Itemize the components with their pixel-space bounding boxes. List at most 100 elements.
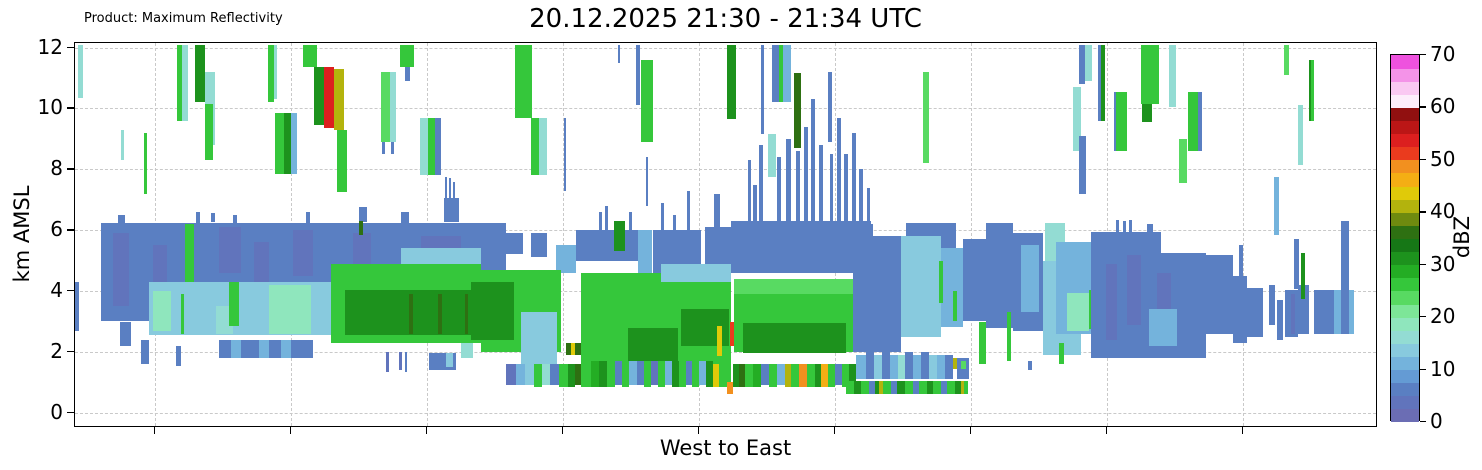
- radar-echo-cell: [337, 129, 347, 193]
- radar-echo-cell: [882, 351, 890, 380]
- radar-echo-cell: [753, 364, 761, 387]
- radar-echo-cell: [428, 117, 435, 176]
- radar-echo-cell: [679, 361, 686, 387]
- radar-echo-cell: [953, 291, 957, 322]
- radar-echo-cell: [727, 44, 736, 120]
- radar-echo-cell: [1141, 44, 1159, 104]
- radar-echo-cell: [794, 73, 801, 148]
- colorbar-tick-mark: [1420, 211, 1426, 213]
- radar-echo-cell: [75, 281, 79, 331]
- radar-echo-cell: [1085, 44, 1092, 81]
- radar-echo-cell: [453, 181, 455, 199]
- y-gridline: [75, 108, 1376, 110]
- radar-echo-cell: [219, 227, 241, 273]
- colorbar-tick-label: 10: [1430, 356, 1456, 381]
- radar-echo-cell: [937, 355, 945, 380]
- radar-echo-cell: [753, 184, 757, 221]
- y-tick-label: 8: [50, 156, 63, 181]
- radar-echo-cell: [1079, 44, 1085, 85]
- radar-echo-cell: [401, 211, 409, 223]
- radar-echo-cell: [120, 321, 131, 346]
- radar-echo-cell: [739, 364, 745, 387]
- radar-echo-cell: [435, 117, 441, 176]
- radar-echo-cell: [113, 233, 129, 307]
- radar-echo-cell: [941, 380, 947, 395]
- radar-echo-cell: [444, 198, 459, 223]
- radar-echo-cell: [78, 44, 83, 98]
- radar-echo-cell: [846, 380, 854, 395]
- colorbar-tick-label: 0: [1430, 409, 1443, 433]
- radar-echo-cell: [772, 44, 779, 103]
- radar-echo-cell: [837, 117, 841, 222]
- y-tick-mark: [67, 107, 74, 109]
- radar-echo-cell: [875, 380, 879, 395]
- radar-echo-cell: [1294, 239, 1299, 290]
- y-tick-mark: [67, 350, 74, 353]
- radar-echo-cell: [897, 380, 905, 395]
- radar-echo-cell: [275, 113, 284, 174]
- radar-echo-cell: [400, 44, 414, 68]
- radar-echo-cell: [506, 233, 523, 255]
- x-gridline: [971, 43, 972, 426]
- radar-echo-cell: [830, 154, 833, 222]
- radar-echo-cell: [575, 364, 581, 386]
- radar-echo-cell: [941, 248, 963, 328]
- radar-echo-cell: [576, 230, 641, 261]
- colorbar-segment: [1391, 395, 1419, 410]
- colorbar-segment: [1391, 172, 1419, 187]
- y-tick-mark: [67, 229, 74, 231]
- colorbar-segment: [1391, 199, 1419, 213]
- radar-echo-cell: [785, 364, 791, 387]
- radar-echo-cell: [405, 67, 410, 81]
- x-tick-mark: [698, 427, 700, 434]
- radar-echo-cell: [1198, 91, 1202, 151]
- radar-echo-cell: [1142, 103, 1152, 123]
- radar-echo-cell: [515, 44, 532, 118]
- radar-echo-cell: [921, 351, 929, 380]
- colorbar-tick-mark: [1420, 316, 1426, 318]
- colorbar-segment: [1391, 343, 1419, 357]
- radar-echo-cell: [1233, 275, 1247, 343]
- radar-echo-cell: [506, 364, 516, 386]
- radar-echo-cell: [628, 327, 678, 362]
- radar-echo-cell: [399, 351, 402, 371]
- x-tick-mark: [154, 427, 156, 434]
- radar-echo-cell: [796, 151, 800, 221]
- radar-echo-cell: [964, 380, 968, 395]
- radar-echo-cell: [568, 364, 575, 387]
- colorbar-tick-label: 70: [1430, 42, 1456, 66]
- radar-echo-cell: [599, 361, 607, 387]
- radar-echo-cell: [861, 380, 869, 395]
- radar-echo-cell: [963, 239, 986, 322]
- radar-echo-cell: [717, 326, 722, 357]
- radar-echo-cell: [303, 44, 317, 68]
- radar-echo-cell: [748, 160, 751, 222]
- colorbar-tick-label: 50: [1430, 146, 1456, 171]
- radar-echo-cell: [919, 380, 927, 395]
- radar-echo-cell: [819, 145, 823, 231]
- radar-echo-cell: [1067, 292, 1089, 331]
- radar-echo-cell: [614, 221, 625, 252]
- colorbar-segment: [1391, 408, 1419, 423]
- radar-echo-cell: [591, 361, 599, 387]
- radar-echo-cell: [1298, 105, 1303, 165]
- radar-echo-cell: [1269, 285, 1275, 325]
- x-axis-label: West to East: [659, 436, 792, 460]
- radar-echo-cell: [1309, 59, 1311, 121]
- radar-echo-cell: [733, 364, 739, 387]
- radar-echo-cell: [405, 351, 407, 372]
- radar-echo-cell: [471, 281, 514, 340]
- y-gridline: [75, 412, 1376, 414]
- radar-echo-cell: [259, 339, 269, 358]
- radar-echo-cell: [637, 361, 644, 386]
- y-gridline: [75, 47, 1376, 49]
- radar-echo-cell: [768, 134, 776, 177]
- radar-echo-cell: [879, 380, 883, 395]
- radar-echo-cell: [835, 364, 842, 386]
- radar-echo-cell: [185, 224, 194, 282]
- radar-echo-cell: [599, 211, 602, 231]
- radar-echo-cell: [211, 213, 215, 223]
- x-tick-mark: [970, 427, 972, 434]
- radar-echo-cell: [799, 364, 807, 387]
- x-tick-mark: [1242, 427, 1244, 434]
